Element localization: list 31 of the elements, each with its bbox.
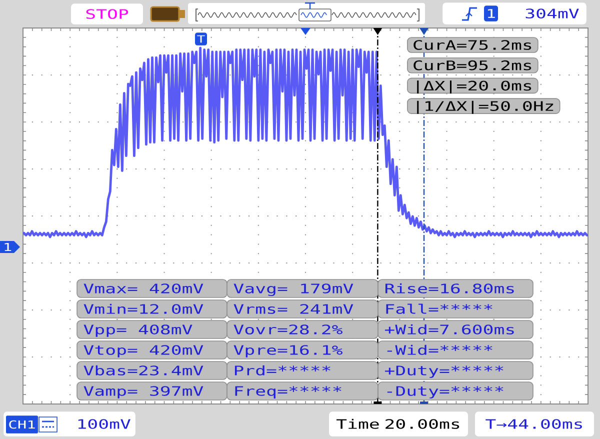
- annotation: CurB=95.2ms: [414, 60, 532, 70]
- text: 304mV: [526, 8, 579, 18]
- annotation: +Duty=*****: [384, 366, 504, 378]
- annotation: Vovr=28.2%: [234, 324, 342, 334]
- text: T: [197, 35, 205, 43]
- annotation: Fall=*****: [386, 304, 492, 314]
- annotation: Vamp= 397mV: [84, 386, 204, 398]
- annotation: Vpp= 408mV: [84, 324, 192, 337]
- annotation: Vmax= 420mV: [84, 284, 204, 294]
- text: 100mV: [78, 419, 130, 429]
- annotation: Vtop= 420mV: [84, 345, 204, 358]
- annotation: Vavg= 179mV: [234, 284, 354, 296]
- annotation: Freq=*****: [235, 386, 342, 398]
- annotation: CurA=75.2ms: [414, 40, 532, 50]
- annotation: Vmin=12.0mV: [84, 304, 204, 314]
- annotation: Vrms= 241mV: [234, 304, 354, 314]
- annotation: Prd=*****: [234, 365, 330, 376]
- annotation: -Duty=*****: [387, 386, 504, 398]
- text: CH1: [9, 420, 35, 429]
- text: STOP: [86, 9, 128, 19]
- annotation: |ΔX|=20.0ms: [417, 80, 532, 94]
- annotation: -Wid=*****: [387, 344, 492, 355]
- text: T→44.00ms: [486, 419, 582, 429]
- annotation: Vpre=16.1%: [234, 345, 342, 358]
- annotation: +Wid=7.600ms: [384, 324, 514, 334]
- text: 1: [488, 9, 495, 18]
- text: Time 20.00ms: [336, 418, 460, 429]
- annotation: Rise=16.80ms: [385, 283, 514, 294]
- annotation: Vbas=23.4mV: [84, 365, 204, 376]
- text: 1: [4, 242, 12, 252]
- annotation: |1/ΔX|=50.0Hz: [417, 100, 554, 114]
